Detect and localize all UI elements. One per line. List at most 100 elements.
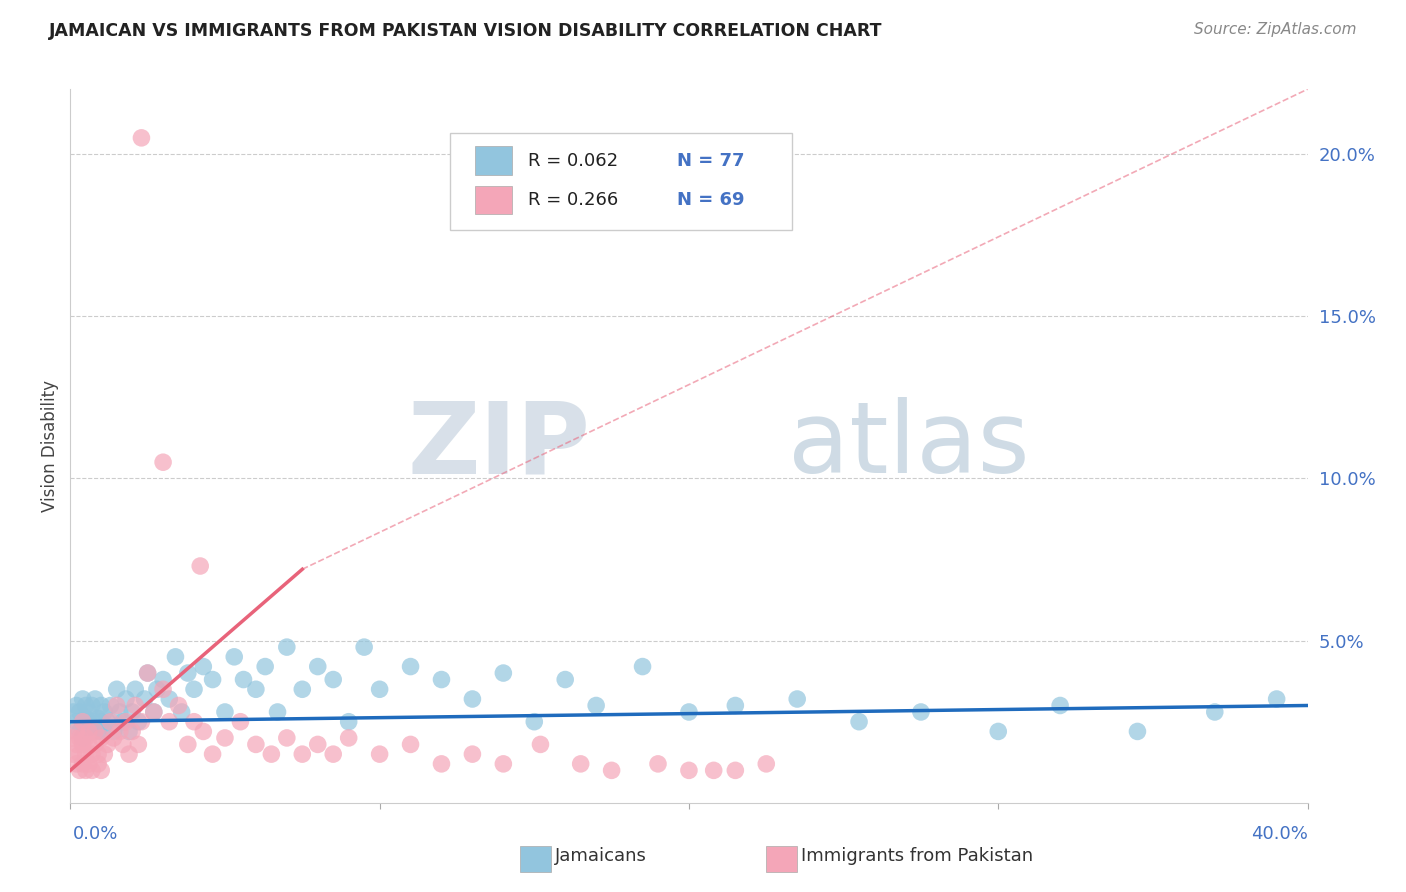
Point — [77, 705, 100, 719]
Point — [131, 131, 153, 145]
Point — [80, 698, 103, 713]
Point — [90, 764, 112, 778]
Point — [337, 731, 360, 745]
Point — [118, 724, 141, 739]
Point — [115, 714, 138, 729]
Point — [75, 731, 97, 745]
Point — [87, 711, 110, 725]
Point — [87, 747, 110, 761]
Point — [75, 711, 97, 725]
Point — [80, 724, 103, 739]
Point — [724, 698, 747, 713]
Text: R = 0.266: R = 0.266 — [529, 191, 619, 209]
Point — [430, 673, 453, 687]
Point — [1126, 724, 1149, 739]
Point — [1265, 692, 1288, 706]
Point — [72, 714, 94, 729]
Point — [786, 692, 808, 706]
Point — [84, 738, 107, 752]
Point — [177, 738, 200, 752]
Point — [461, 747, 484, 761]
Point — [111, 738, 134, 752]
Point — [291, 682, 314, 697]
Point — [77, 714, 100, 729]
Point — [631, 659, 654, 673]
Point — [703, 764, 725, 778]
Point — [647, 756, 669, 771]
Point — [291, 747, 314, 761]
Point — [910, 705, 932, 719]
Point — [62, 705, 84, 719]
Point — [1204, 705, 1226, 719]
Point — [69, 724, 91, 739]
Point — [724, 764, 747, 778]
Point — [62, 731, 84, 745]
Point — [96, 714, 118, 729]
Point — [136, 666, 159, 681]
Point — [193, 659, 215, 673]
Text: ZIP: ZIP — [408, 398, 591, 494]
Point — [266, 705, 288, 719]
Point — [152, 673, 174, 687]
Point — [100, 698, 122, 713]
Point — [77, 724, 100, 739]
Point — [142, 705, 165, 719]
Text: N = 69: N = 69 — [676, 191, 744, 209]
Point — [368, 747, 391, 761]
Point — [307, 659, 329, 673]
Text: Source: ZipAtlas.com: Source: ZipAtlas.com — [1194, 22, 1357, 37]
Point — [84, 724, 107, 739]
Point — [103, 724, 125, 739]
Point — [307, 738, 329, 752]
Point — [201, 747, 224, 761]
Text: atlas: atlas — [787, 398, 1029, 494]
Point — [492, 756, 515, 771]
Point — [136, 666, 159, 681]
Point — [77, 756, 100, 771]
Point — [214, 705, 236, 719]
Point — [72, 692, 94, 706]
Point — [84, 692, 107, 706]
Point — [492, 666, 515, 681]
Point — [232, 673, 254, 687]
Point — [183, 714, 205, 729]
Text: R = 0.062: R = 0.062 — [529, 152, 619, 169]
Text: JAMAICAN VS IMMIGRANTS FROM PAKISTAN VISION DISABILITY CORRELATION CHART: JAMAICAN VS IMMIGRANTS FROM PAKISTAN VIS… — [49, 22, 883, 40]
FancyBboxPatch shape — [475, 146, 512, 175]
Point — [75, 747, 97, 761]
Point — [75, 764, 97, 778]
Point — [254, 659, 277, 673]
Point — [276, 640, 298, 654]
Point — [90, 714, 112, 729]
Point — [229, 714, 252, 729]
Point — [93, 747, 115, 761]
Point — [69, 764, 91, 778]
Point — [322, 747, 344, 761]
Point — [600, 764, 623, 778]
Point — [108, 705, 131, 719]
Point — [87, 724, 110, 739]
Point — [214, 731, 236, 745]
Point — [157, 692, 180, 706]
Point — [399, 738, 422, 752]
Point — [127, 714, 149, 729]
Point — [848, 714, 870, 729]
Text: N = 77: N = 77 — [676, 152, 744, 169]
Point — [90, 698, 112, 713]
Point — [322, 673, 344, 687]
Text: Immigrants from Pakistan: Immigrants from Pakistan — [801, 847, 1033, 865]
Point — [569, 756, 592, 771]
Point — [353, 640, 375, 654]
Point — [165, 649, 187, 664]
Point — [65, 698, 87, 713]
Point — [118, 747, 141, 761]
Point — [65, 724, 87, 739]
Point — [399, 659, 422, 673]
Point — [80, 747, 103, 761]
Point — [121, 705, 143, 719]
Point — [96, 738, 118, 752]
Point — [183, 682, 205, 697]
Point — [142, 705, 165, 719]
Point — [124, 682, 146, 697]
Point — [188, 559, 211, 574]
